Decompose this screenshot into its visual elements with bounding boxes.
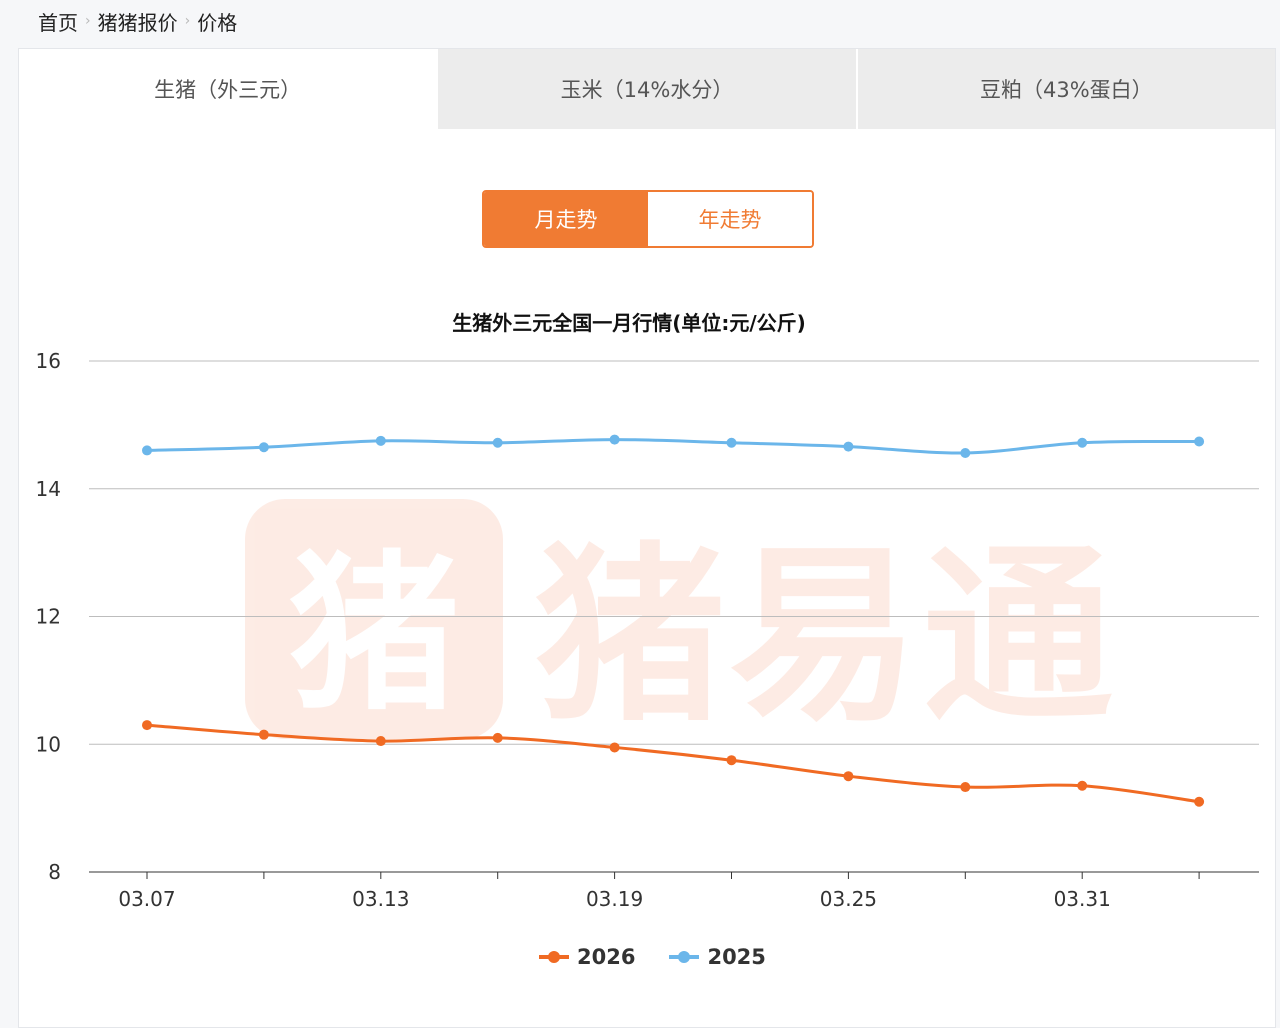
y-tick-label: 12 xyxy=(36,605,61,629)
legend-swatch-icon xyxy=(539,951,569,963)
price-panel: 生猪（外三元） 玉米（14%水分） 豆粕（43%蛋白） 月走势 年走势 猪 猪易… xyxy=(18,48,1276,1028)
x-tick-label: 03.13 xyxy=(352,887,409,911)
year-trend-button[interactable]: 年走势 xyxy=(648,192,812,246)
x-tick-label: 03.07 xyxy=(118,887,175,911)
breadcrumb-home[interactable]: 首页 xyxy=(38,10,78,35)
tab-soymeal[interactable]: 豆粕（43%蛋白） xyxy=(855,49,1275,129)
y-tick-label: 14 xyxy=(36,477,61,501)
legend-label: 2025 xyxy=(707,945,766,969)
series-line-2025 xyxy=(146,438,1200,455)
y-tick-label: 16 xyxy=(36,349,61,373)
tab-hog[interactable]: 生猪（外三元） xyxy=(19,49,437,129)
data-point-2026 xyxy=(843,771,854,782)
data-point-2026 xyxy=(492,732,503,743)
legend-swatch-icon xyxy=(669,951,700,963)
breadcrumb: 首页 › 猪猪报价 › 价格 xyxy=(38,6,237,36)
data-point-2026 xyxy=(1194,796,1205,807)
legend-label: 2026 xyxy=(577,945,636,969)
data-point-2026 xyxy=(960,782,971,793)
data-point-2025 xyxy=(492,437,503,448)
data-point-2025 xyxy=(726,437,737,448)
chart-title: 生猪外三元全国一月行情(单位:元/公斤) xyxy=(452,311,806,335)
data-point-2026 xyxy=(1077,780,1088,791)
breadcrumb-current: 价格 xyxy=(197,10,238,35)
data-point-2025 xyxy=(1194,436,1205,447)
x-tick-label: 03.19 xyxy=(586,887,643,911)
series-line-2026 xyxy=(146,723,1200,804)
month-trend-button[interactable]: 月走势 xyxy=(484,192,648,246)
tab-corn[interactable]: 玉米（14%水分） xyxy=(436,49,856,129)
chevron-right-icon: › xyxy=(184,13,191,29)
breadcrumb-section[interactable]: 猪猪报价 xyxy=(97,10,178,35)
legend-item-2025[interactable]: 2025 xyxy=(669,945,766,969)
data-point-2025 xyxy=(142,445,152,456)
data-point-2026 xyxy=(375,736,386,747)
trend-switch: 月走势 年走势 xyxy=(482,190,814,248)
data-point-2025 xyxy=(258,442,269,453)
legend-item-2026[interactable]: 2026 xyxy=(539,945,635,969)
x-tick-label: 03.31 xyxy=(1054,887,1111,911)
chart-legend: 2026 2025 xyxy=(539,945,800,969)
data-point-2026 xyxy=(609,742,620,753)
data-point-2025 xyxy=(375,435,386,446)
commodity-tabs: 生猪（外三元） 玉米（14%水分） 豆粕（43%蛋白） xyxy=(19,49,1275,129)
data-point-2026 xyxy=(726,755,737,766)
x-tick-label: 03.25 xyxy=(820,887,877,911)
data-point-2025 xyxy=(960,447,971,458)
data-point-2026 xyxy=(258,729,269,740)
chevron-right-icon: › xyxy=(85,13,91,29)
y-tick-label: 8 xyxy=(48,860,61,884)
line-chart: 8 10 12 14 16 03.07 03.13 03.19 03.25 03.31 xyxy=(36,349,1259,911)
data-point-2026 xyxy=(142,720,152,731)
data-point-2025 xyxy=(1077,437,1088,448)
y-tick-label: 10 xyxy=(36,732,61,756)
data-point-2025 xyxy=(609,434,620,445)
data-point-2025 xyxy=(843,441,854,452)
